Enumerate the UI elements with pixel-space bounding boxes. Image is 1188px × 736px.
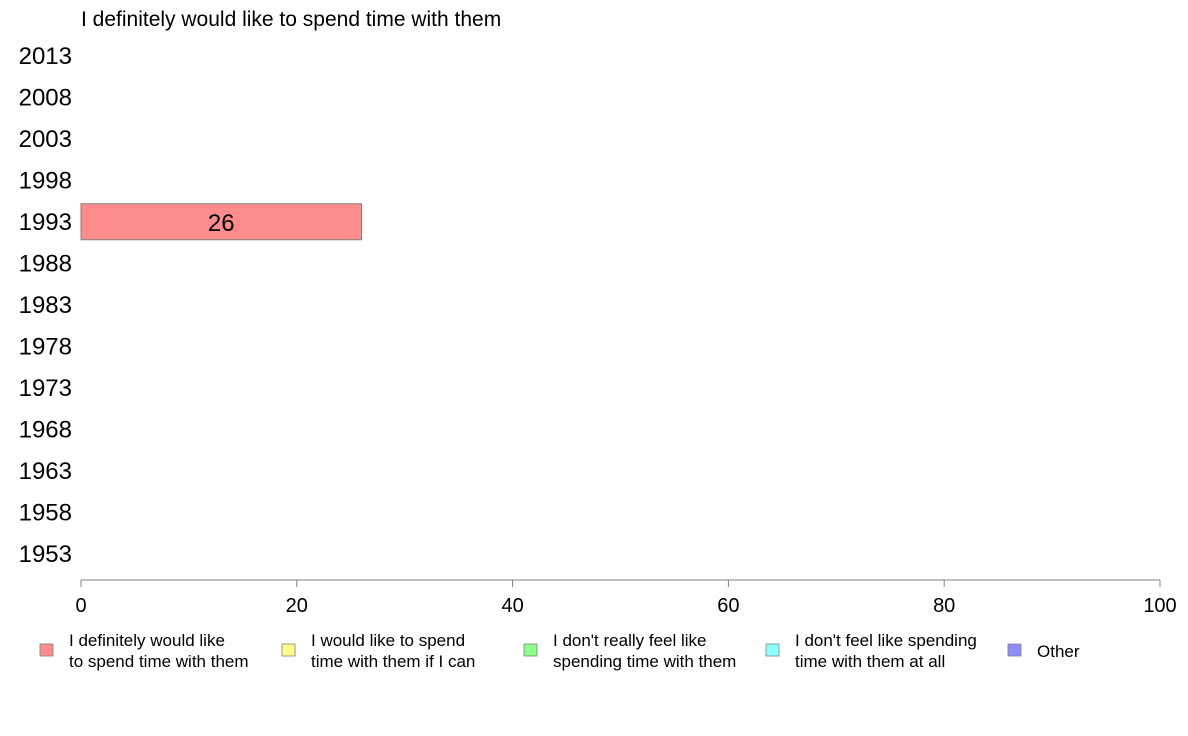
- x-tick-label: 100: [1143, 595, 1176, 617]
- bars: 26: [80, 203, 363, 241]
- x-tick-label: 0: [75, 595, 86, 617]
- legend-swatch: [1007, 643, 1022, 657]
- bar: [80, 203, 363, 241]
- y-tick-label: 1953: [19, 541, 72, 568]
- y-tick-label: 2013: [19, 43, 72, 70]
- legend-swatch: [39, 643, 54, 657]
- y-tick-label: 1998: [19, 167, 72, 194]
- x-tick-label: 60: [717, 595, 739, 617]
- legend: I definitely would like to spend time wit…: [39, 631, 1080, 671]
- y-tick-label: 2008: [19, 84, 72, 111]
- x-tick-label: 20: [286, 595, 308, 617]
- y-tick-label: 2003: [19, 126, 72, 153]
- legend-label: I don't really feel like spending time wi…: [553, 631, 736, 671]
- y-tick-label: 1993: [19, 209, 72, 236]
- y-tick-label: 1973: [19, 375, 72, 402]
- y-tick-label: 1958: [19, 499, 72, 526]
- bar-value-label: 26: [208, 210, 235, 237]
- legend-swatch: [523, 643, 538, 657]
- legend-label: Other: [1037, 642, 1080, 661]
- x-ticks: 0 20 40 60 80 100: [75, 580, 1177, 617]
- chart-title: I definitely would like to spend time wi…: [81, 8, 501, 31]
- legend-label: I don't feel like spending time with them…: [795, 631, 977, 671]
- y-tick-labels: 2013 2008 2003 1998 1993 1988 1983 1978 1973 1968…: [19, 43, 72, 568]
- x-tick-label: 40: [501, 595, 523, 617]
- legend-label: I definitely would like to spend time wit…: [69, 631, 249, 671]
- x-tick-label: 80: [933, 595, 955, 617]
- y-tick-label: 1963: [19, 458, 72, 485]
- y-tick-label: 1978: [19, 333, 72, 360]
- y-tick-label: 1968: [19, 416, 72, 443]
- legend-swatch: [281, 643, 296, 657]
- y-tick-label: 1988: [19, 250, 72, 277]
- legend-swatch: [765, 643, 780, 657]
- legend-label: I would like to spend time with them if I…: [311, 631, 475, 671]
- y-tick-label: 1983: [19, 292, 72, 319]
